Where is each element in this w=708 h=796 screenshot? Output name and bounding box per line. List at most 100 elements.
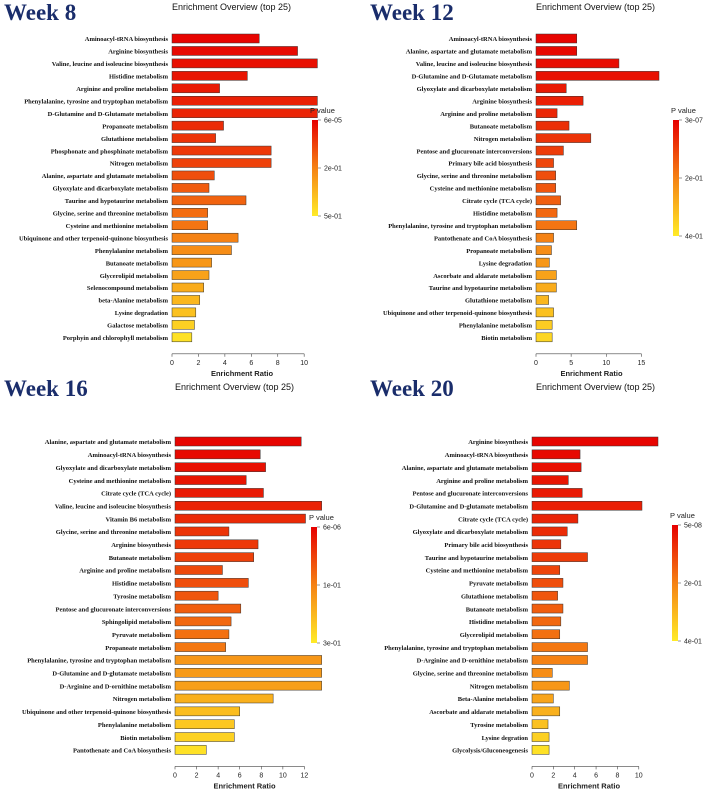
bar xyxy=(174,668,322,678)
bar xyxy=(531,501,643,511)
category-label: Galactose metabolism xyxy=(107,323,168,330)
bar xyxy=(531,513,579,524)
legend-tick-label: 2e-01 xyxy=(684,581,702,588)
bar xyxy=(171,71,248,81)
bar xyxy=(531,578,564,588)
category-label: Arginine biosynthesis xyxy=(468,439,528,446)
bar xyxy=(171,295,201,305)
chart-panel-week20: Week 20 Enrichment Overview (top 25) Arg… xyxy=(366,376,708,790)
bar xyxy=(171,133,216,143)
bar xyxy=(174,552,254,562)
bar xyxy=(174,655,322,665)
category-label: Ubiquinone and other terpenoid-quinone b… xyxy=(19,235,169,242)
category-label: Nitrogen metabolism xyxy=(474,136,533,143)
bar xyxy=(174,603,242,614)
bar xyxy=(174,629,230,639)
bar xyxy=(531,629,561,639)
bar xyxy=(171,220,208,230)
category-label: Glycine, serine and threonine metabolism xyxy=(56,529,172,536)
category-label: Pantothenate and CoA biosynthesis xyxy=(434,235,533,242)
bar xyxy=(535,270,557,280)
legend-title: P value xyxy=(671,106,696,115)
x-tick-label: 8 xyxy=(276,360,280,367)
bar xyxy=(171,232,239,243)
x-tick-label: 2 xyxy=(195,772,199,779)
bar xyxy=(535,307,554,318)
bar xyxy=(535,145,564,156)
category-label: Tyrosine metabolism xyxy=(470,722,528,729)
bar xyxy=(171,195,247,206)
legend-tick-label: 6e-06 xyxy=(323,525,341,532)
legend-tick-label: 5e-08 xyxy=(684,523,702,530)
bar xyxy=(171,58,318,69)
bar xyxy=(531,616,562,627)
category-label: Glutathione metabolism xyxy=(101,136,169,143)
bar xyxy=(174,680,322,691)
bar xyxy=(174,462,266,472)
x-tick-label: 15 xyxy=(638,360,646,367)
category-label: Vitamin B6 metabolism xyxy=(106,516,172,523)
x-tick-label: 2 xyxy=(551,772,555,779)
bar xyxy=(174,578,249,588)
bar xyxy=(174,616,232,627)
bar xyxy=(174,513,306,524)
legend-tick-label: 4e-01 xyxy=(684,639,702,646)
bar xyxy=(531,488,583,498)
category-label: Porphyin and chlorophyll metabolism xyxy=(63,335,169,342)
category-label: Arginine biosynthesis xyxy=(472,98,532,105)
bar xyxy=(171,33,260,44)
category-label: Glycerolipid metabolism xyxy=(100,273,169,280)
legend-colorbar xyxy=(672,525,678,641)
category-label: D-Glutamine and D-Glutamate metabolism xyxy=(412,74,533,81)
category-label: Cysteine and methionine metabolism xyxy=(426,568,529,575)
bar-chart-week8: Aminoacyl-tRNA biosynthesis Arginine bios… xyxy=(19,33,342,378)
bar xyxy=(535,208,558,218)
legend-tick-label: 2e-01 xyxy=(324,166,342,173)
category-label: Glycine, serine and threonine metabolism xyxy=(417,173,533,180)
category-label: Phenylalanine, tyrosine and tryptophan m… xyxy=(384,645,528,652)
bar xyxy=(531,655,588,665)
chart-panel-week12: Week 12 Enrichment Overview (top 25) Ami… xyxy=(366,0,708,398)
category-label: Valine, leucine and isoleucine biosynthe… xyxy=(55,503,172,510)
bar xyxy=(535,158,554,168)
x-tick-label: 6 xyxy=(249,360,253,367)
chart-title: Enrichment Overview (top 25) xyxy=(175,382,295,392)
bar xyxy=(174,590,219,601)
bar xyxy=(535,245,552,255)
bar xyxy=(535,46,578,56)
x-tick-label: 0 xyxy=(534,360,538,367)
x-tick-label: 10 xyxy=(602,360,610,367)
bar xyxy=(174,693,274,704)
x-tick-label: 12 xyxy=(301,772,309,779)
bar xyxy=(171,332,193,343)
bar xyxy=(531,745,550,755)
bar xyxy=(171,96,318,106)
bar-chart-week16: Alanine, aspartate and glutamate metabol… xyxy=(22,436,341,790)
category-label: Primary bile acid biosynthesis xyxy=(444,542,528,549)
bar xyxy=(531,732,550,742)
category-label: Histidine metabolism xyxy=(109,74,169,81)
x-tick-label: 4 xyxy=(573,772,577,779)
category-label: Taurine and hypotaurine metabolism xyxy=(65,198,169,205)
week-label: Week 20 xyxy=(370,376,454,401)
bar xyxy=(174,475,247,485)
x-tick-label: 0 xyxy=(530,772,534,779)
bar-chart-week12: Aminoacyl-tRNA biosynthesis Alanine, aspa… xyxy=(383,33,703,378)
category-label: Histidine metabolism xyxy=(469,619,529,626)
category-label: Nitrogen metabolism xyxy=(110,161,169,168)
bar xyxy=(171,46,298,56)
category-label: Selenocompound metabolism xyxy=(87,285,169,292)
bar xyxy=(171,158,272,168)
category-label: Citrate cycle (TCA cycle) xyxy=(458,516,528,523)
bar xyxy=(535,133,592,143)
bar xyxy=(531,680,570,691)
category-label: Valine, leucine and isoleucine biosynthe… xyxy=(52,61,169,68)
bar xyxy=(535,71,660,81)
bar xyxy=(535,320,553,330)
x-tick-label: 10 xyxy=(635,772,643,779)
category-label: Butanoate metabolism xyxy=(106,260,169,267)
category-label: Citrate cycle (TCA cycle) xyxy=(101,491,171,498)
bar xyxy=(171,145,272,156)
bar xyxy=(535,195,561,206)
x-tick-label: 6 xyxy=(238,772,242,779)
